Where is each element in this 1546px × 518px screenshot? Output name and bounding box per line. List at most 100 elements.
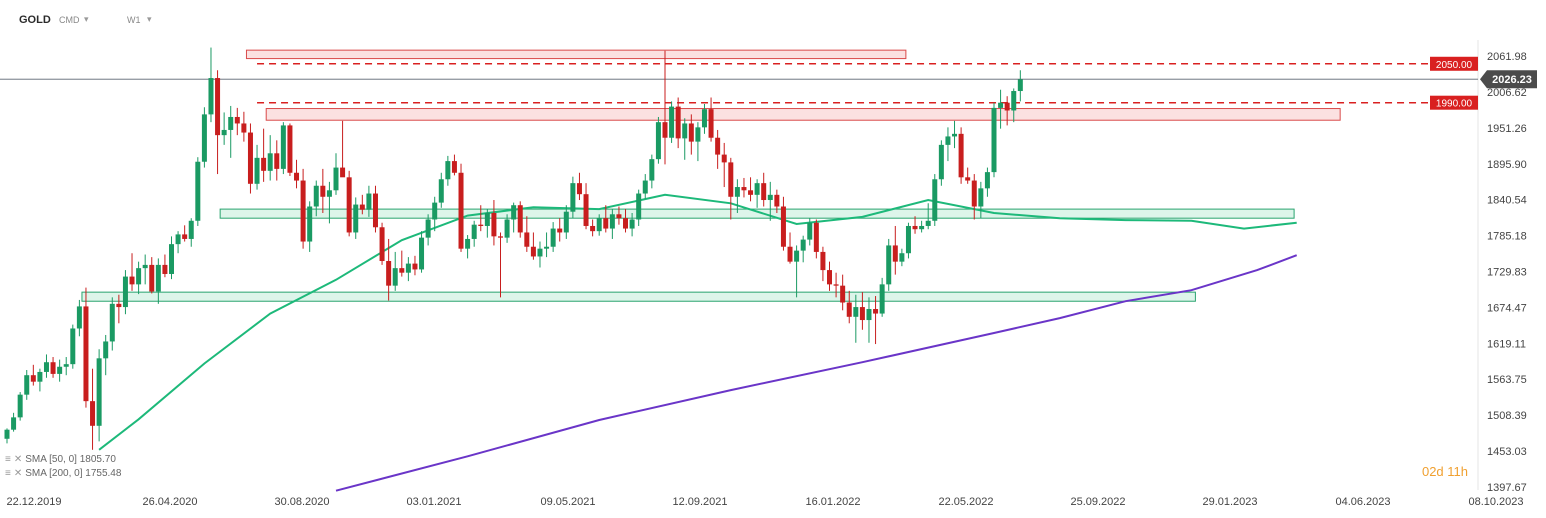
candle-body — [50, 362, 56, 374]
candle-body — [629, 219, 635, 229]
candle-body — [221, 129, 227, 136]
sma-200-legend[interactable]: ≡ ✕ SMA [200, 0] 1755.48 — [5, 468, 121, 479]
candle-body — [90, 401, 96, 426]
candle-body — [445, 161, 451, 180]
timeframe-dropdown-icon[interactable]: ▾ — [147, 14, 152, 24]
candle-body — [761, 183, 767, 201]
settings-icon[interactable]: ≡ — [5, 454, 11, 465]
chart-header: GOLD CMD ▾ W1 ▾ — [0, 0, 1546, 40]
candle-body — [853, 307, 859, 317]
level-tag-label: 2050.00 — [1436, 60, 1473, 71]
candle-body — [267, 153, 273, 171]
candle-body — [241, 123, 247, 133]
settings-icon[interactable]: ≡ — [5, 468, 11, 479]
candle-body — [827, 270, 832, 285]
candle-body — [846, 302, 852, 317]
candle-body — [649, 159, 655, 181]
candle-body — [300, 180, 306, 242]
x-tick-label: 08.10.2023 — [1468, 496, 1523, 508]
candle-body — [294, 172, 300, 181]
close-icon[interactable]: ✕ — [13, 468, 23, 479]
timeframe-select[interactable]: W1 — [127, 15, 141, 25]
candle-body — [83, 306, 89, 402]
candle-body — [201, 114, 207, 162]
candle-body — [590, 225, 596, 232]
candle-body — [892, 245, 898, 262]
candle-body — [807, 222, 813, 240]
x-tick-label: 22.12.2019 — [6, 496, 61, 508]
y-tick-label: 1674.47 — [1487, 302, 1527, 314]
candle-body — [484, 212, 490, 226]
candle-body — [576, 183, 582, 195]
candle-body — [715, 137, 721, 155]
x-tick-label: 04.06.2023 — [1335, 496, 1390, 508]
candle-body — [43, 362, 49, 372]
candle-body — [195, 161, 201, 221]
y-tick-label: 2006.62 — [1487, 87, 1527, 99]
candle-body — [971, 180, 977, 207]
candle-body — [57, 366, 63, 374]
candle-body — [728, 162, 734, 197]
candle-body — [498, 236, 503, 238]
symbol-type: CMD — [59, 15, 80, 25]
candle-body — [813, 222, 819, 252]
candle-body — [642, 180, 648, 194]
y-tick-label: 1508.39 — [1487, 410, 1527, 422]
close-icon[interactable]: ✕ — [13, 454, 23, 465]
candle-body — [721, 154, 727, 163]
support-zone — [81, 291, 1196, 302]
symbol-name[interactable]: GOLD — [19, 14, 51, 26]
candle-body — [37, 371, 43, 382]
candle-body — [537, 248, 543, 257]
candle-body — [366, 193, 372, 210]
candle-body — [787, 246, 793, 262]
candle-body — [544, 246, 550, 249]
candle-body — [261, 157, 267, 171]
candle-body — [912, 225, 918, 230]
sma-50-legend[interactable]: ≡ ✕ SMA [50, 0] 1805.70 — [5, 454, 116, 465]
candle-body — [162, 264, 168, 274]
candle-body — [767, 194, 773, 201]
candle-body — [952, 133, 958, 137]
candle-body — [938, 144, 944, 180]
candle-body — [425, 219, 431, 238]
candle-body — [563, 211, 569, 233]
candle-body — [636, 193, 642, 220]
symbol-dropdown-icon[interactable]: ▾ — [84, 14, 89, 24]
x-tick-label: 03.01.2021 — [406, 496, 461, 508]
candle-body — [359, 204, 365, 210]
candle-body — [63, 364, 69, 367]
candle-body — [682, 123, 688, 139]
x-tick-label: 12.09.2021 — [672, 496, 727, 508]
candle-body — [965, 177, 971, 181]
y-tick-label: 1453.03 — [1487, 446, 1527, 458]
candle-body — [524, 232, 530, 247]
resistance-zone — [265, 108, 1341, 121]
candle-body — [109, 303, 115, 342]
candle-body — [859, 307, 865, 321]
current-price-label: 2026.23 — [1492, 74, 1532, 86]
current-price-tag — [1480, 70, 1537, 89]
candle-body — [313, 185, 319, 207]
candle-body — [820, 251, 826, 271]
candle-body — [451, 161, 457, 173]
candle-body — [142, 264, 148, 269]
y-tick-label: 1619.11 — [1487, 338, 1526, 350]
candle-body — [432, 202, 438, 220]
candle-body — [208, 78, 214, 115]
sma-200-value: 1755.48 — [85, 468, 122, 479]
candle-body — [215, 78, 221, 136]
candle-body — [129, 276, 135, 285]
candle-body — [800, 239, 806, 251]
candle-body — [794, 250, 800, 262]
candle-body — [11, 417, 17, 430]
candle-body — [945, 136, 951, 145]
candle-body — [254, 157, 260, 184]
candle-body — [386, 261, 392, 286]
candle-body — [530, 246, 536, 257]
sma-50-line — [98, 193, 1297, 451]
candle-body — [623, 218, 629, 229]
candle-body — [333, 167, 339, 191]
candle-body — [925, 220, 931, 226]
